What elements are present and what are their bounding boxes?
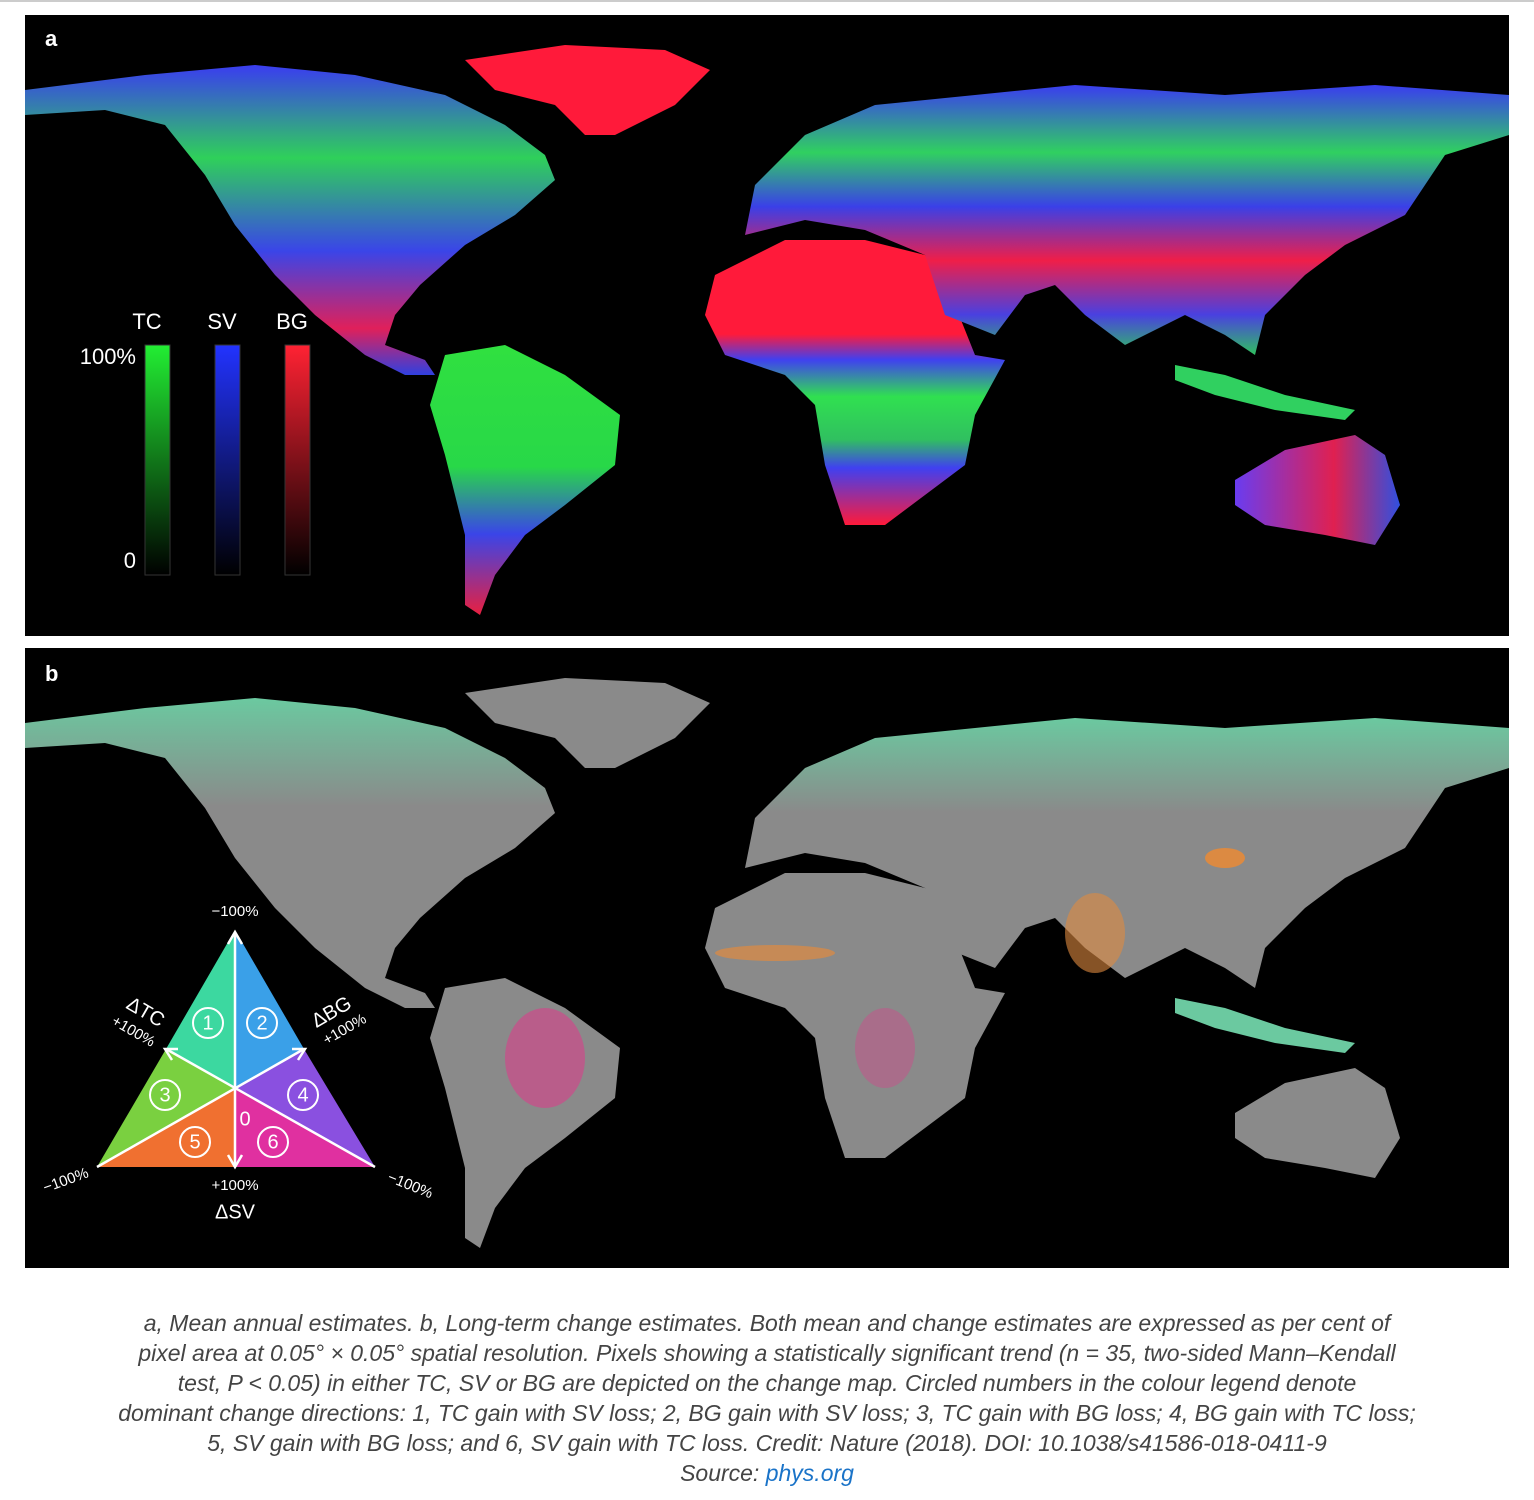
source-prefix: Source: xyxy=(680,1460,760,1486)
caption-line: a, Mean annual estimates. b, Long-term c… xyxy=(143,1310,1391,1336)
legend-sector xyxy=(97,1049,235,1167)
panel-label: b xyxy=(45,661,58,686)
caption-line: 5, SV gain with BG loss; and 6, SV gain … xyxy=(207,1430,1327,1456)
direction-number: 6 xyxy=(267,1131,278,1153)
change-area xyxy=(715,945,835,961)
source-link[interactable]: phys.org xyxy=(765,1460,854,1486)
caption-line: test, P < 0.05) in either TC, SV or BG a… xyxy=(177,1370,1357,1396)
legend-arrows xyxy=(96,929,376,1170)
direction-number: 3 xyxy=(159,1084,170,1106)
change-area xyxy=(1065,893,1125,973)
center-label: 0 xyxy=(239,1108,250,1130)
legend-label: BG xyxy=(276,309,308,334)
legend-min: 0 xyxy=(124,548,136,573)
change-area xyxy=(855,1008,915,1088)
legend-label: SV xyxy=(207,309,237,334)
top-label: −100% xyxy=(211,903,258,920)
direction-number: 1 xyxy=(202,1012,213,1034)
change-area xyxy=(1205,848,1245,868)
legend-label: TC xyxy=(132,309,161,334)
sv-axis-label: ΔSV xyxy=(215,1201,256,1223)
legend-sector xyxy=(235,1049,375,1167)
caption: a, Mean annual estimates. b, Long-term c… xyxy=(0,1308,1534,1488)
caption-line: pixel area at 0.05° × 0.05° spatial reso… xyxy=(138,1340,1396,1366)
panel-label: a xyxy=(45,26,58,51)
figure: a TC SV BG 100% 0 b xyxy=(0,0,1534,1268)
direction-number: 4 xyxy=(297,1084,308,1106)
legend-bar xyxy=(284,344,311,576)
legend-bar xyxy=(144,344,171,576)
direction-circles xyxy=(149,1007,319,1158)
source-line: Source: phys.org xyxy=(0,1458,1534,1488)
panel-a: a xyxy=(25,15,1509,636)
direction-number: 5 xyxy=(189,1131,200,1153)
sv-value-label: +100% xyxy=(211,1177,258,1194)
caption-line: dominant change directions: 1, TC gain w… xyxy=(118,1400,1416,1426)
legend-max: 100% xyxy=(80,344,136,369)
change-area xyxy=(505,1008,585,1108)
direction-number: 2 xyxy=(256,1012,267,1034)
legend-bar xyxy=(214,344,241,576)
